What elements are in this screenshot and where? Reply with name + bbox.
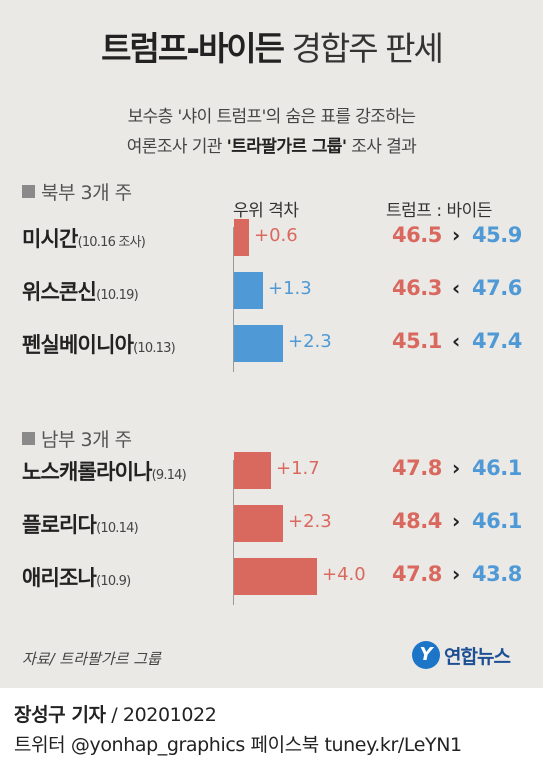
state-name: 노스캐롤라이나 (22, 460, 152, 484)
comparator-icon: ‹ (452, 276, 461, 300)
byline-reporter: 장성구 기자 (14, 704, 106, 726)
biden-value: 47.6 (472, 276, 522, 300)
byline-date: / 20201022 (105, 704, 217, 726)
subtitle-line-2-bold: '트라팔가르 그룹' (226, 137, 347, 157)
yonhap-logo-icon: Y (412, 641, 440, 669)
trump-value: 47.8 (392, 456, 442, 480)
subtitle-line-1: 보수층 '샤이 트럼프'의 숨은 표를 강조하는 (127, 107, 416, 127)
gap-bar (234, 324, 283, 362)
gap-bar (234, 271, 263, 309)
gap-value: +0.6 (254, 225, 298, 246)
title-main: 트럼프-바이든 (101, 29, 285, 68)
axis-line-1 (233, 227, 234, 372)
poll-column-header: 트럼프 : 바이든 (386, 201, 492, 221)
gap-value: +2.3 (288, 511, 332, 532)
yonhap-logo: Y 연합뉴스 (412, 638, 532, 672)
biden-value: 47.4 (472, 329, 522, 353)
byline: 장성구 기자 / 20201022 (14, 700, 217, 727)
state-label: 미시간(10.16 조사) (22, 223, 146, 253)
title-sub: 경합주 판세 (291, 29, 444, 68)
biden-value: 46.1 (472, 509, 522, 533)
gap-bar (234, 504, 283, 542)
state-label: 플로리다(10.14) (22, 509, 139, 539)
square-bullet-icon (22, 432, 35, 445)
axis-line-2 (233, 460, 234, 605)
source-note: 자료/ 트라팔가르 그룹 (22, 650, 161, 668)
section-label-text: 남부 3개 주 (41, 429, 132, 451)
gap-value: +2.3 (288, 331, 332, 352)
state-name: 플로리다 (22, 513, 97, 537)
trump-value: 46.3 (392, 276, 442, 300)
social-links: 트위터 @yonhap_graphics 페이스북 tuney.kr/LeYN1 (14, 734, 462, 756)
state-name: 위스콘신 (22, 280, 97, 304)
biden-value: 46.1 (472, 456, 522, 480)
biden-value: 43.8 (472, 562, 522, 586)
trump-value: 45.1 (392, 329, 442, 353)
trump-value: 46.5 (392, 223, 442, 247)
poll-date: (10.19) (96, 288, 139, 303)
gap-value: +4.0 (322, 564, 366, 585)
section-label-text: 북부 3개 주 (41, 182, 132, 204)
poll-date: (10.13) (133, 341, 176, 356)
yonhap-logo-text: 연합뉴스 (444, 646, 511, 668)
comparator-icon: › (452, 509, 461, 533)
poll-date: (10.14) (96, 521, 139, 536)
subtitle-line-2: 여론조사 기관 '트라팔가르 그룹' 조사 결과 (0, 132, 543, 157)
comparator-icon: ‹ (452, 329, 461, 353)
infographic-card: 트럼프-바이든 경합주 판세 보수층 '샤이 트럼프'의 숨은 표를 강조하는 … (0, 0, 543, 688)
poll-date: (10.16 조사) (77, 235, 146, 250)
section-label-1: 북부 3개 주 (22, 178, 132, 205)
subtitle-line-2-post: 조사 결과 (346, 137, 417, 157)
state-name: 펜실베이니아 (22, 333, 134, 357)
section-label-2: 남부 3개 주 (22, 425, 132, 452)
state-name: 미시간 (22, 227, 78, 251)
poll-date: (9.14) (151, 468, 187, 483)
state-label: 애리조나(10.9) (22, 562, 131, 592)
gap-value: +1.3 (268, 278, 312, 299)
trump-value: 47.8 (392, 562, 442, 586)
subtitle-line-2-pre: 여론조사 기관 (126, 137, 227, 157)
gap-bar (234, 218, 249, 256)
poll-date: (10.9) (96, 574, 131, 589)
state-label: 노스캐롤라이나(9.14) (22, 456, 187, 486)
state-label: 위스콘신(10.19) (22, 276, 139, 306)
comparator-icon: › (452, 456, 461, 480)
gap-value: +1.7 (276, 458, 320, 479)
biden-value: 45.9 (472, 223, 522, 247)
state-name: 애리조나 (22, 566, 97, 590)
gap-column-header: 우위 격차 (233, 201, 299, 221)
comparator-icon: › (452, 562, 461, 586)
gap-bar (234, 451, 271, 489)
gap-bar (234, 557, 317, 595)
page-title: 트럼프-바이든 경합주 판세 (0, 22, 543, 70)
square-bullet-icon (22, 185, 35, 198)
comparator-icon: › (452, 223, 461, 247)
trump-value: 48.4 (392, 509, 442, 533)
state-label: 펜실베이니아(10.13) (22, 329, 176, 359)
